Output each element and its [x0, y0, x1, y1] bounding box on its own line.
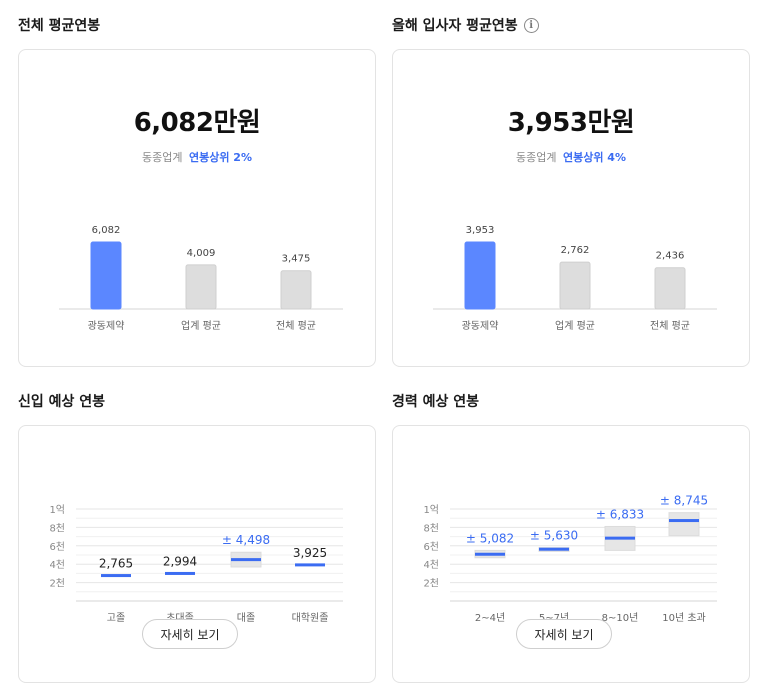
range-band: [668, 512, 700, 537]
rank-prefix: 동종업계: [516, 151, 557, 164]
y-tick-label: 4천: [49, 559, 65, 571]
bar-value-label: 3,953: [466, 225, 495, 236]
new-hire-salary-title-row: 올해 입사자 평균연봉 i: [392, 15, 539, 35]
value-marker: [295, 563, 325, 567]
entry-salary-title: 신입 예상 연봉: [18, 394, 106, 410]
bar: [185, 264, 217, 310]
y-tick-label: 8천: [423, 522, 439, 534]
category-label: 8~10년: [602, 612, 639, 624]
experienced-detail-button[interactable]: 자세히 보기: [516, 619, 612, 649]
y-tick-label: 1억: [423, 504, 439, 516]
bar-category-label: 광동제약: [88, 320, 125, 332]
new-hire-salary-card: 3,953만원 동종업계 연봉상위 4% 3,953 광동제약 2,762 업계 평균…: [392, 49, 750, 367]
y-tick-label: 8천: [49, 522, 65, 534]
new-hire-rank-line: 동종업계 연봉상위 4%: [393, 149, 749, 165]
category-label: 대졸: [237, 612, 255, 624]
info-icon[interactable]: i: [523, 17, 539, 33]
value-label: 3,925: [293, 546, 327, 560]
bar-category-label: 업계 평균: [181, 319, 221, 332]
y-tick-label: 1억: [49, 504, 65, 516]
value-label: 2,765: [99, 557, 133, 571]
y-tick-label: 2천: [49, 578, 65, 590]
bar: [559, 261, 591, 310]
bar-value-label: 4,009: [187, 248, 216, 259]
overall-salary-title: 전체 평균연봉: [18, 18, 101, 34]
value-marker: [231, 558, 261, 562]
y-tick-label: 2천: [423, 578, 439, 590]
bar-value-label: 6,082: [92, 225, 121, 236]
bar-category-label: 광동제약: [462, 320, 499, 332]
category-label: 대학원졸: [292, 612, 329, 624]
value-marker: [475, 552, 505, 556]
bar-category-label: 전체 평균: [650, 320, 690, 332]
bar-category-label: 업계 평균: [555, 319, 595, 332]
category-label: 고졸: [107, 612, 125, 624]
value-label: ± 6,833: [596, 507, 644, 521]
value-label: 2,994: [163, 554, 197, 568]
value-marker: [669, 519, 699, 523]
overall-salary-value: 6,082만원: [133, 108, 261, 138]
new-hire-salary-bar-chart: 3,953 광동제약 2,762 업계 평균 2,436 전체 평균: [433, 225, 717, 332]
value-label: ± 8,745: [660, 494, 708, 508]
overall-salary-card: 6,082만원 동종업계 연봉상위 2% 6,082 광동제약 4,009 업계 평균…: [18, 49, 376, 367]
bar-value-label: 2,436: [656, 251, 685, 262]
overall-salary-bar-chart: 6,082 광동제약 4,009 업계 평균 3,475 전체 평균: [59, 225, 343, 332]
bar-value-label: 2,762: [561, 245, 590, 256]
bar: [464, 241, 496, 310]
value-label: ± 5,630: [530, 529, 578, 543]
value-marker: [101, 574, 131, 578]
entry-detail-button[interactable]: 자세히 보기: [142, 619, 238, 649]
bar-value-label: 3,475: [282, 254, 311, 265]
experienced-salary-title: 경력 예상 연봉: [392, 394, 480, 410]
bar: [280, 270, 312, 310]
y-tick-label: 6천: [49, 541, 65, 553]
bar: [654, 267, 686, 310]
value-marker: [605, 536, 635, 540]
new-hire-salary-title: 올해 입사자 평균연봉: [392, 18, 518, 34]
value-marker: [539, 547, 569, 551]
bar-category-label: 전체 평균: [276, 320, 316, 332]
y-tick-label: 6천: [423, 541, 439, 553]
value-marker: [165, 571, 195, 575]
value-label: ± 5,082: [466, 531, 514, 545]
rank-value: 연봉상위 4%: [562, 151, 626, 164]
category-label: 2~4년: [475, 612, 505, 624]
value-label: ± 4,498: [222, 533, 270, 547]
rank-prefix: 동종업계: [142, 151, 183, 164]
y-tick-label: 4천: [423, 559, 439, 571]
bar: [90, 241, 122, 310]
overall-rank-line: 동종업계 연봉상위 2%: [19, 149, 375, 165]
rank-value: 연봉상위 2%: [188, 151, 252, 164]
category-label: 10년 초과: [662, 612, 706, 624]
new-hire-salary-value: 3,953만원: [507, 108, 635, 138]
